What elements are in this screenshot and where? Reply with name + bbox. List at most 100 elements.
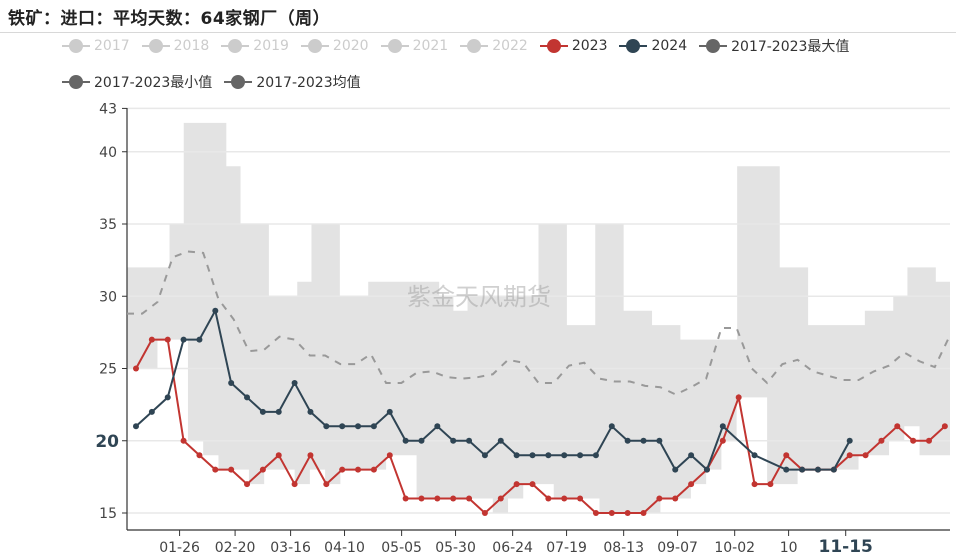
series-2023-point — [402, 495, 409, 502]
series-2023-point — [370, 466, 377, 473]
series-2024-point — [323, 423, 330, 430]
series-2024-point — [608, 423, 615, 430]
series-2023-point — [608, 510, 615, 516]
legend-item-2023[interactable]: 2023 — [539, 36, 608, 56]
series-2023-point — [291, 481, 298, 488]
svg-text:05-30: 05-30 — [435, 540, 476, 556]
series-2024-point — [561, 452, 568, 459]
legend-label: 2017-2023均值 — [256, 75, 361, 91]
series-2023-point — [767, 481, 774, 488]
chart-legend: 2017 2018 2019 2020 2021 2022 2023 2024 2017-202… — [62, 36, 952, 92]
series-2024-point — [481, 452, 488, 459]
series-2024-point — [259, 408, 266, 415]
svg-text:10: 10 — [780, 540, 798, 556]
series-2024-point — [402, 437, 409, 444]
legend-label: 2018 — [173, 38, 210, 54]
series-2024-point — [275, 408, 282, 415]
series-2023-point — [624, 510, 631, 516]
series-2024-point — [719, 423, 726, 430]
series-2023-point — [323, 481, 330, 488]
series-2024-point — [228, 379, 235, 386]
series-2023-point — [497, 495, 504, 502]
series-2023-point — [561, 495, 568, 502]
series-2024-point — [656, 437, 663, 444]
series-2023-point — [259, 466, 266, 473]
series-2023-point — [862, 452, 869, 459]
series-2023-point — [688, 481, 695, 488]
series-2024-point — [624, 437, 631, 444]
svg-text:10-02: 10-02 — [714, 540, 755, 556]
series-2023-point — [672, 495, 679, 502]
series-2024-point — [846, 437, 853, 444]
legend-marker-icon — [460, 39, 489, 53]
legend-marker-icon — [224, 75, 253, 89]
legend-label: 2021 — [412, 38, 449, 54]
legend-marker-icon — [221, 39, 250, 53]
svg-text:35: 35 — [99, 217, 117, 233]
series-2024-line — [135, 307, 851, 472]
series-2024-point — [640, 437, 647, 444]
series-2024-point — [703, 466, 710, 473]
legend-item-2017-2023均值[interactable]: 2017-2023均值 — [224, 72, 361, 92]
series-2023-point — [894, 423, 901, 430]
svg-text:03-16: 03-16 — [270, 540, 311, 556]
series-2023-point — [212, 466, 219, 473]
series-2023-point — [941, 423, 948, 430]
title-divider — [0, 32, 956, 33]
series-2024-point — [814, 466, 821, 473]
legend-label: 2022 — [492, 38, 528, 54]
svg-text:40: 40 — [99, 145, 117, 161]
series-2023-point — [244, 481, 251, 488]
series-2024-point — [545, 452, 552, 459]
legend-item-2017[interactable]: 2017 — [62, 36, 130, 56]
series-2023-point — [339, 466, 346, 473]
chart-title: 铁矿：进口：平均天数：64家钢厂（周） — [8, 9, 331, 29]
svg-text:05-05: 05-05 — [381, 540, 422, 556]
legend-item-2019[interactable]: 2019 — [221, 36, 289, 56]
series-2024-point — [513, 452, 520, 459]
svg-text:25: 25 — [99, 362, 117, 378]
legend-item-2018[interactable]: 2018 — [141, 36, 210, 56]
legend-label: 2017-2023最小值 — [94, 75, 213, 91]
series-2024-point — [751, 452, 758, 459]
series-2024-point — [164, 394, 171, 401]
series-2024-point — [577, 452, 584, 459]
legend-item-2020[interactable]: 2020 — [300, 36, 369, 56]
svg-text:11-15: 11-15 — [819, 537, 873, 556]
svg-text:06-24: 06-24 — [492, 540, 533, 556]
series-2024-point — [180, 336, 187, 343]
series-2024-point — [688, 452, 695, 459]
series-2023-point — [545, 495, 552, 502]
legend-label: 2024 — [651, 38, 688, 54]
series-2024-point — [830, 466, 837, 473]
series-2023-point — [164, 336, 171, 343]
series-2023-point — [926, 437, 932, 444]
series-2024-point — [386, 408, 393, 415]
series-2024-point — [529, 452, 536, 459]
series-2024-point — [196, 336, 203, 343]
legend-label: 2017-2023最大值 — [731, 39, 850, 55]
series-2024-point — [799, 466, 806, 473]
series-2023-point — [133, 365, 139, 372]
svg-text:09-07: 09-07 — [657, 540, 698, 556]
series-2024-point — [244, 394, 251, 401]
svg-text:04-10: 04-10 — [324, 540, 365, 556]
series-2023-point — [735, 394, 742, 401]
legend-item-2021[interactable]: 2021 — [380, 36, 449, 56]
legend-item-2024[interactable]: 2024 — [619, 36, 687, 56]
legend-item-2017-2023最大值[interactable]: 2017-2023最大值 — [699, 36, 849, 56]
series-2024-point — [783, 466, 790, 473]
series-2023-point — [592, 510, 599, 516]
series-2024-point — [434, 423, 441, 430]
svg-text:30: 30 — [99, 289, 117, 305]
legend-item-2022[interactable]: 2022 — [460, 36, 528, 56]
series-2024-point — [497, 437, 504, 444]
series-2024-point — [450, 437, 457, 444]
legend-item-2017-2023最小值[interactable]: 2017-2023最小值 — [62, 72, 212, 92]
series-2024-point — [307, 408, 314, 415]
legend-label: 2023 — [571, 38, 608, 54]
series-2023-point — [751, 481, 758, 488]
series-2024-point — [212, 307, 219, 314]
legend-marker-icon — [141, 39, 170, 53]
